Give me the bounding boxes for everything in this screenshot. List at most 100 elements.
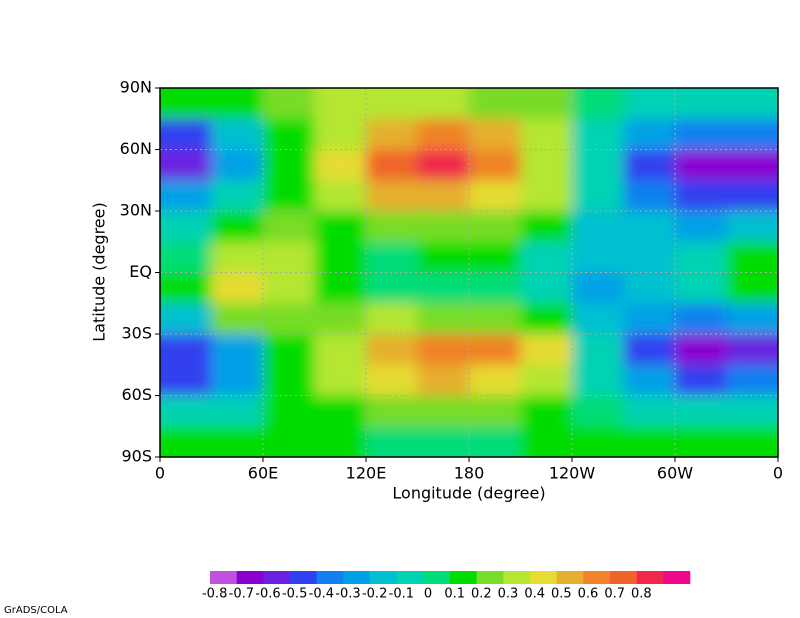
field-cell bbox=[469, 241, 521, 273]
field-cell bbox=[160, 272, 212, 304]
field-cell bbox=[314, 149, 367, 181]
field-cell bbox=[675, 88, 727, 120]
field-cell bbox=[263, 211, 315, 243]
field-cell bbox=[160, 88, 212, 120]
colorbar-label: -0.3 bbox=[335, 587, 360, 602]
field-cell bbox=[520, 364, 573, 396]
field-cell bbox=[366, 149, 418, 181]
colorbar-box bbox=[210, 571, 237, 584]
field-cell bbox=[623, 303, 676, 335]
field-cell bbox=[160, 364, 212, 396]
field-cell bbox=[675, 180, 727, 212]
colorbar-label: 0.1 bbox=[444, 587, 465, 602]
field-cell bbox=[623, 241, 676, 273]
y-tick-label: 30N bbox=[120, 201, 152, 220]
field-cell bbox=[263, 272, 315, 304]
field-cell bbox=[623, 211, 676, 243]
field-cell bbox=[417, 118, 470, 150]
field-cell bbox=[417, 180, 470, 212]
field-cell bbox=[726, 118, 778, 150]
x-tick-label: 0 bbox=[773, 464, 783, 483]
field-cell bbox=[314, 272, 367, 304]
field-cell bbox=[263, 180, 315, 212]
field-cell bbox=[263, 426, 315, 457]
field-cell bbox=[520, 149, 573, 181]
field-cell bbox=[417, 303, 470, 335]
field-cell bbox=[572, 364, 624, 396]
colorbar-box bbox=[450, 571, 477, 584]
field-cell bbox=[469, 395, 521, 427]
colorbar-label: 0 bbox=[424, 587, 432, 602]
field-cell bbox=[366, 118, 418, 150]
field bbox=[160, 88, 778, 457]
x-tick-label: 120W bbox=[549, 464, 596, 483]
field-cell bbox=[417, 364, 470, 396]
field-cell bbox=[211, 149, 264, 181]
field-cell bbox=[520, 180, 573, 212]
field-cell bbox=[726, 88, 778, 120]
field-cell bbox=[623, 395, 676, 427]
field-cell bbox=[366, 272, 418, 304]
field-cell bbox=[623, 180, 676, 212]
field-cell bbox=[572, 149, 624, 181]
field-cell bbox=[263, 149, 315, 181]
field-cell bbox=[520, 88, 573, 120]
field-cell bbox=[675, 334, 727, 366]
field-cell bbox=[520, 272, 573, 304]
x-axis-label: Longitude (degree) bbox=[392, 484, 545, 503]
field-cell bbox=[623, 426, 676, 457]
field-cell bbox=[520, 118, 573, 150]
colorbar-label: 0.6 bbox=[578, 587, 599, 602]
field-cell bbox=[572, 303, 624, 335]
field-cell bbox=[726, 241, 778, 273]
x-tick-label: 60E bbox=[248, 464, 278, 483]
field-cell bbox=[211, 334, 264, 366]
field-cell bbox=[263, 334, 315, 366]
field-cell bbox=[726, 395, 778, 427]
field-cell bbox=[314, 334, 367, 366]
field-cell bbox=[469, 334, 521, 366]
field-cell bbox=[160, 180, 212, 212]
credit: GrADS/COLA bbox=[4, 605, 68, 616]
field-cell bbox=[160, 241, 212, 273]
field-cell bbox=[160, 149, 212, 181]
x-tick-label: 180 bbox=[454, 464, 485, 483]
y-tick-label: 30S bbox=[121, 324, 152, 343]
field-cell bbox=[314, 395, 367, 427]
field-cell bbox=[726, 334, 778, 366]
y-tick-label: 90S bbox=[121, 447, 152, 466]
field-cell bbox=[726, 303, 778, 335]
field-cell bbox=[314, 303, 367, 335]
y-tick-label: EQ bbox=[129, 262, 152, 281]
field-cell bbox=[417, 395, 470, 427]
colorbar-box bbox=[396, 571, 424, 584]
field-cell bbox=[469, 303, 521, 335]
field-cell bbox=[520, 395, 573, 427]
field-cell bbox=[211, 303, 264, 335]
field-cell bbox=[675, 149, 727, 181]
field-cell bbox=[366, 364, 418, 396]
field-cell bbox=[211, 395, 264, 427]
colorbar-box bbox=[556, 571, 584, 584]
field-cell bbox=[263, 395, 315, 427]
colorbar: -0.8 -0.7 -0.6 -0.5 -0.4 -0.3 -0.2 -0.1 0 0.1 0.2 0… bbox=[202, 571, 691, 602]
field-cell bbox=[314, 88, 367, 120]
field-cell bbox=[263, 88, 315, 120]
field-cell bbox=[417, 241, 470, 273]
field-cell bbox=[314, 180, 367, 212]
field-cell bbox=[675, 272, 727, 304]
field-cell bbox=[211, 118, 264, 150]
field-cell bbox=[726, 272, 778, 304]
colorbar-box bbox=[236, 571, 264, 584]
field-cell bbox=[726, 149, 778, 181]
colorbar-label: -0.5 bbox=[282, 587, 307, 602]
y-tick-label: 90N bbox=[120, 78, 152, 97]
field-cell bbox=[160, 303, 212, 335]
field-cell bbox=[366, 303, 418, 335]
field-cell bbox=[211, 211, 264, 243]
field-cell bbox=[366, 426, 418, 457]
field-cell bbox=[572, 211, 624, 243]
field-cell bbox=[520, 303, 573, 335]
x-tick-label: 60W bbox=[657, 464, 693, 483]
